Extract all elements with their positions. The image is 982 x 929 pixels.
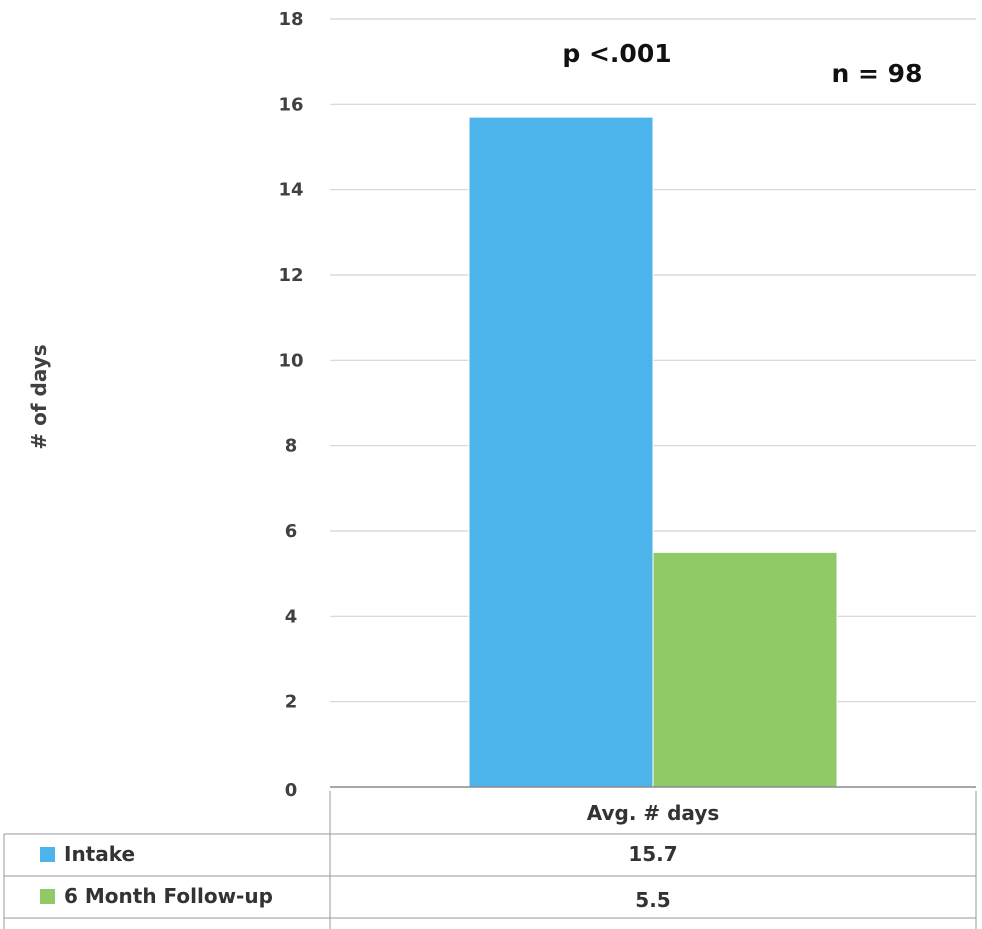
y-axis-ticks: 0 2 4 6 8 10 12 14 16 18 [278, 9, 303, 801]
legend-swatch [40, 889, 55, 904]
y-axis-label: # of days [27, 344, 51, 449]
y-tick-label: 12 [278, 265, 303, 286]
table-row-label: Intake [64, 842, 135, 866]
y-tick-label: 2 [285, 692, 298, 713]
bar-intake [468, 116, 654, 788]
y-tick-label: 6 [285, 521, 298, 542]
p-value-annotation: p <.001 [562, 39, 671, 68]
y-tick-label: 10 [278, 350, 303, 371]
sample-size-annotation: n = 98 [832, 59, 923, 88]
data-table: Avg. # days Intake 15.7 6 Month Follow-up 5.… [3, 791, 977, 929]
y-tick-label: 18 [278, 9, 303, 30]
y-tick-label: 4 [285, 606, 298, 627]
table-row-value: 15.7 [628, 842, 677, 866]
bar-follow-up [652, 551, 838, 788]
y-tick-label: 8 [285, 436, 298, 457]
table-row-label: 6 Month Follow-up [64, 884, 273, 908]
legend-swatch [40, 847, 55, 862]
table-row-value: 5.5 [635, 888, 670, 912]
y-tick-label: 16 [278, 94, 303, 115]
y-tick-label: 0 [285, 780, 298, 801]
table-header-label: Avg. # days [587, 801, 720, 825]
y-tick-label: 14 [278, 180, 303, 201]
bars [468, 116, 838, 788]
